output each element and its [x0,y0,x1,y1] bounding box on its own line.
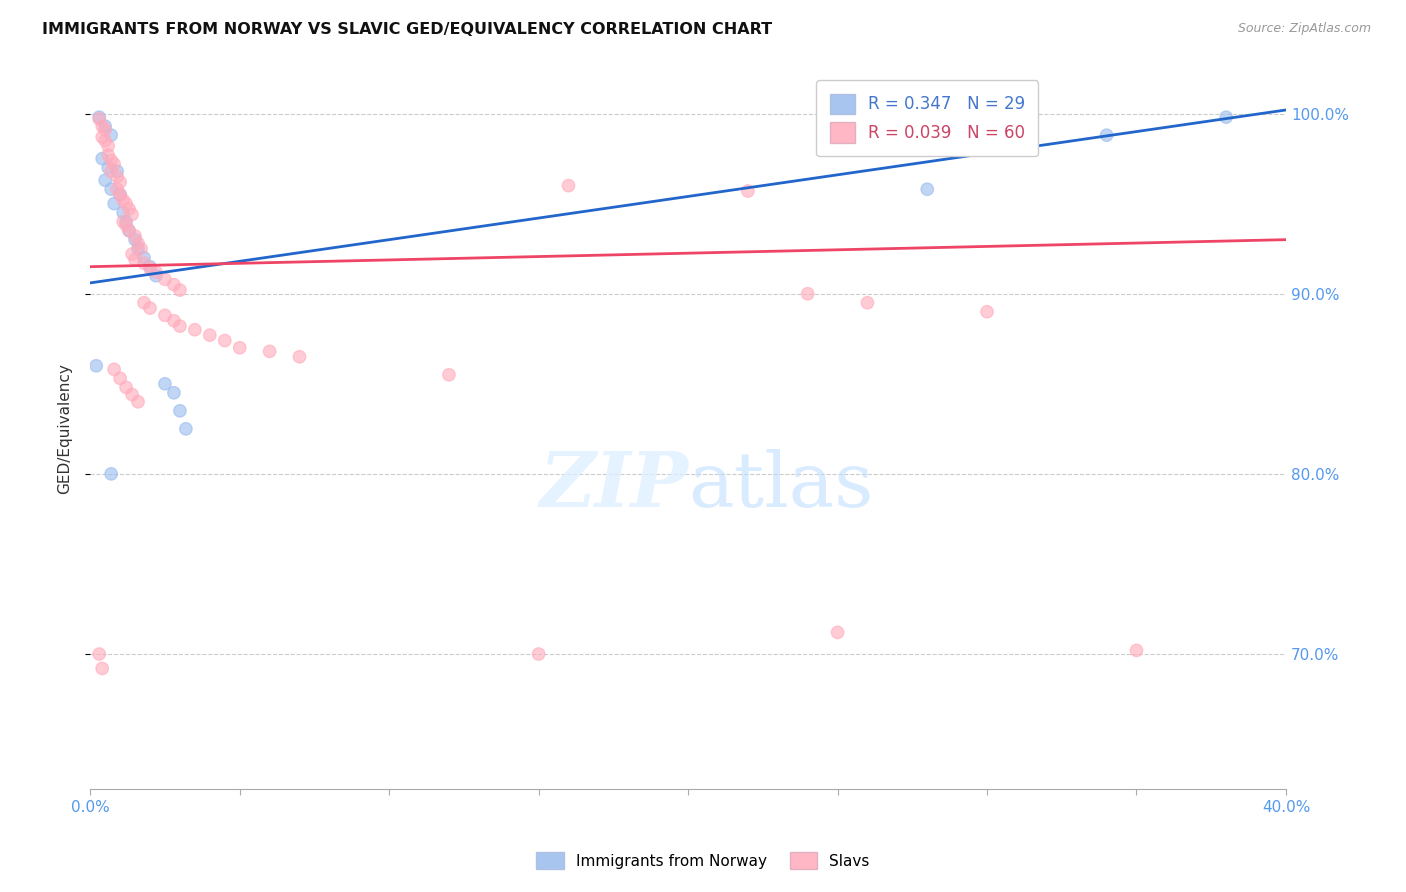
Point [169,319,191,334]
Point [1095,128,1118,143]
Point [1125,643,1147,657]
Point [89,110,111,124]
Point [557,178,579,193]
Point [163,314,186,328]
Point [112,205,135,219]
Point [1215,110,1237,124]
Point [105,169,128,184]
Point [108,187,131,202]
Point [796,286,818,301]
Legend: Immigrants from Norway, Slavs: Immigrants from Norway, Slavs [530,846,876,875]
Point [91,661,114,675]
Y-axis label: GED/Equivalency: GED/Equivalency [58,363,72,494]
Point [121,207,143,221]
Point [527,647,550,661]
Point [100,467,122,481]
Point [139,301,162,315]
Point [89,647,111,661]
Point [132,295,155,310]
Point [115,219,138,233]
Point [174,422,197,436]
Point [145,268,167,283]
Text: IMMIGRANTS FROM NORWAY VS SLAVIC GED/EQUIVALENCY CORRELATION CHART: IMMIGRANTS FROM NORWAY VS SLAVIC GED/EQU… [42,22,772,37]
Point [124,252,146,267]
Point [288,350,311,364]
Point [108,175,131,189]
Point [153,376,176,391]
Point [184,323,207,337]
Point [121,387,143,401]
Point [115,214,138,228]
Point [827,625,849,640]
Point [97,148,120,162]
Point [94,119,117,133]
Point [976,304,998,318]
Point [153,272,176,286]
Point [100,182,122,196]
Point [139,261,162,276]
Point [228,341,250,355]
Point [169,283,191,297]
Point [163,385,186,400]
Point [127,242,149,256]
Point [94,134,117,148]
Point [259,344,281,359]
Point [169,404,191,418]
Point [103,362,125,376]
Point [115,196,138,211]
Point [97,139,120,153]
Point [132,251,155,265]
Point [737,184,759,198]
Text: Source: ZipAtlas.com: Source: ZipAtlas.com [1237,22,1371,36]
Point [127,394,149,409]
Point [84,359,107,373]
Point [112,214,135,228]
Point [153,309,176,323]
Point [145,265,167,279]
Point [108,371,131,385]
Point [132,256,155,270]
Point [91,152,114,166]
Point [100,128,122,143]
Point [91,119,114,133]
Point [139,260,162,274]
Point [121,247,143,261]
Point [198,328,221,343]
Point [108,187,131,202]
Point [118,224,141,238]
Point [100,164,122,178]
Point [94,173,117,187]
Point [124,229,146,244]
Point [118,224,141,238]
Point [94,122,117,136]
Point [89,112,111,126]
Point [437,368,460,382]
Point [915,182,938,196]
Point [103,157,125,171]
Point [100,153,122,168]
Point [124,233,146,247]
Point [214,334,236,348]
Point [112,193,135,207]
Point [118,202,141,216]
Point [105,182,128,196]
Point [103,196,125,211]
Point [163,277,186,292]
Point [115,380,138,394]
Point [129,242,152,256]
Legend: R = 0.347   N = 29, R = 0.039   N = 60: R = 0.347 N = 29, R = 0.039 N = 60 [817,80,1039,156]
Text: atlas: atlas [688,450,873,524]
Point [127,236,149,251]
Point [91,130,114,145]
Point [856,295,879,310]
Point [97,161,120,175]
Text: ZIP: ZIP [540,450,688,524]
Point [105,164,128,178]
